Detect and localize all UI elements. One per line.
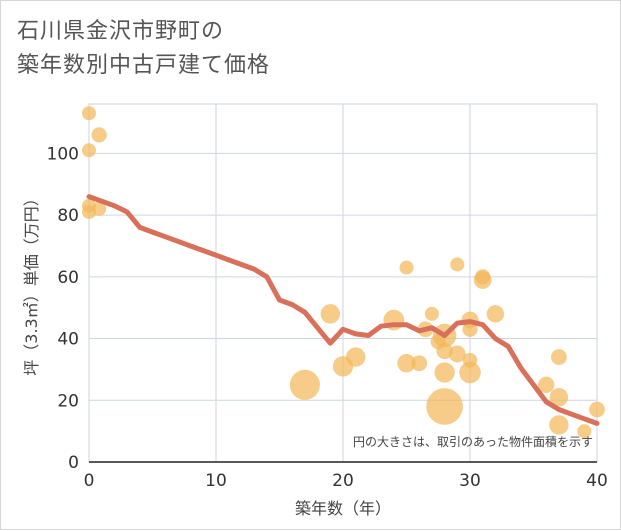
x-tick-label: 10 — [205, 471, 227, 491]
tick-labels: 0 10 20 30 40 0 20 40 60 80 100 — [47, 144, 608, 491]
bubble-point — [82, 106, 96, 121]
bubble-point — [450, 257, 465, 272]
bubble-point — [320, 304, 340, 324]
bubble-point — [462, 321, 478, 337]
bubble-point — [346, 347, 366, 367]
size-note: 円の大きさは、取引のあった物件面積を示す — [353, 434, 593, 449]
bubble-point — [589, 401, 605, 418]
bubble-point — [397, 354, 416, 373]
y-tick-label: 40 — [57, 330, 79, 350]
y-tick-label: 100 — [47, 144, 79, 164]
title-line-1: 石川県金沢市野町の — [17, 19, 225, 44]
bubble-point — [92, 201, 107, 216]
bubble-point — [549, 415, 569, 435]
bubble-point — [82, 143, 96, 158]
x-tick-label: 20 — [332, 471, 354, 491]
bubble-point — [424, 306, 439, 321]
bubble-point — [91, 127, 107, 143]
bubble-point — [459, 361, 481, 384]
bubble-point — [436, 342, 453, 360]
bubble-point — [411, 355, 428, 372]
bubble-point — [549, 387, 569, 407]
y-tick-label: 0 — [68, 453, 79, 473]
y-tick-label: 20 — [57, 391, 79, 411]
bubble-series — [82, 106, 605, 439]
x-tick-label: 30 — [459, 471, 481, 491]
x-tick-label: 40 — [586, 471, 608, 491]
trend-line — [86, 194, 600, 426]
bubble-point — [473, 270, 492, 289]
chart-title: 石川県金沢市野町の 築年数別中古戸建て価格 — [17, 15, 270, 83]
bubble-point — [538, 376, 555, 394]
y-tick-label: 80 — [57, 206, 79, 226]
x-axis-label: 築年数（年） — [295, 499, 391, 518]
bubble-point — [448, 345, 466, 363]
y-axis-label: 坪（3.3㎡）単価（万円） — [22, 190, 41, 375]
x-tick-label: 0 — [84, 471, 95, 491]
bubble-point — [434, 362, 455, 383]
grid-lines — [88, 103, 598, 463]
bubble-point — [577, 424, 592, 439]
bubble-point — [289, 369, 320, 400]
bubble-point — [399, 260, 414, 275]
bubble-point — [550, 349, 567, 365]
title-line-2: 築年数別中古戸建て価格 — [17, 53, 271, 78]
y-tick-label: 60 — [57, 268, 79, 288]
bubble-point — [486, 305, 505, 323]
bubble-point — [426, 388, 463, 425]
